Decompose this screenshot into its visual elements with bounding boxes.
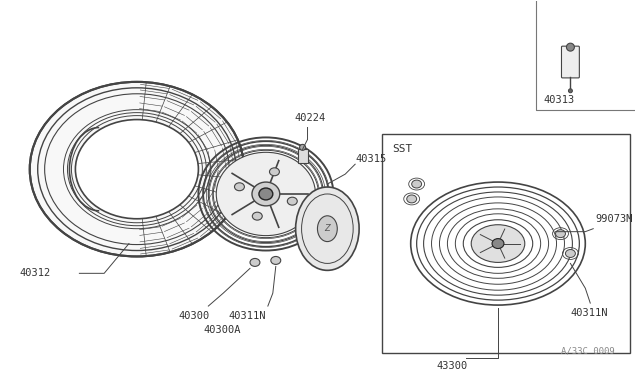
Text: 40312: 40312 xyxy=(20,268,51,278)
Text: A/33C 0009: A/33C 0009 xyxy=(561,347,615,356)
Ellipse shape xyxy=(296,187,359,270)
Ellipse shape xyxy=(252,212,262,220)
Text: SST: SST xyxy=(392,144,412,154)
Ellipse shape xyxy=(259,188,273,200)
Ellipse shape xyxy=(471,225,525,262)
Text: 40300A: 40300A xyxy=(204,325,241,335)
Ellipse shape xyxy=(287,197,297,205)
Ellipse shape xyxy=(234,183,244,191)
Ellipse shape xyxy=(566,250,575,257)
Ellipse shape xyxy=(30,82,244,256)
Bar xyxy=(382,134,630,353)
FancyBboxPatch shape xyxy=(561,46,579,78)
Ellipse shape xyxy=(252,182,280,206)
Text: 99073M: 99073M xyxy=(595,214,633,224)
Circle shape xyxy=(566,43,574,51)
Ellipse shape xyxy=(216,152,316,235)
Circle shape xyxy=(568,89,572,93)
Ellipse shape xyxy=(269,168,280,176)
Ellipse shape xyxy=(250,259,260,266)
Text: 40313: 40313 xyxy=(543,95,575,105)
Text: Z: Z xyxy=(324,224,330,233)
Text: 40315: 40315 xyxy=(355,154,387,164)
Ellipse shape xyxy=(556,230,566,238)
Ellipse shape xyxy=(407,195,417,203)
Bar xyxy=(298,149,308,163)
Circle shape xyxy=(300,144,305,150)
Text: 40300: 40300 xyxy=(179,311,210,321)
Ellipse shape xyxy=(317,216,337,241)
Ellipse shape xyxy=(271,256,281,264)
Ellipse shape xyxy=(492,238,504,248)
Text: 40311N: 40311N xyxy=(570,308,608,318)
Ellipse shape xyxy=(412,180,422,188)
Text: 40224: 40224 xyxy=(294,113,326,123)
Ellipse shape xyxy=(76,119,198,219)
Text: 43300: 43300 xyxy=(436,360,468,371)
Text: 40311N: 40311N xyxy=(228,311,266,321)
